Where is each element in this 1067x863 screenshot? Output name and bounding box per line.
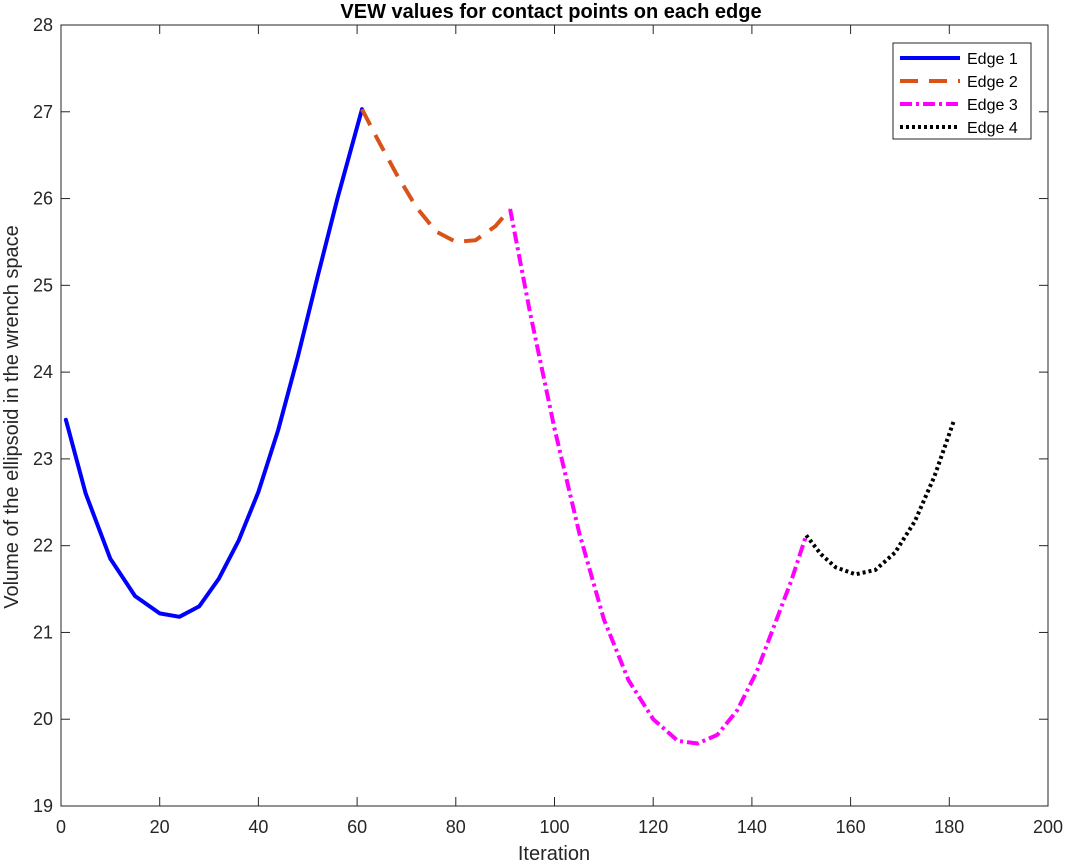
legend-label-edge-1: Edge 1 [967, 51, 1018, 68]
y-tick-label: 24 [33, 362, 53, 382]
y-tick-label: 26 [33, 189, 53, 209]
x-tick-label: 180 [934, 817, 964, 837]
series-line-edge-3 [508, 208, 809, 746]
x-tick-label: 80 [446, 817, 466, 837]
x-tick-label: 0 [56, 817, 66, 837]
x-tick-label: 60 [347, 817, 367, 837]
y-tick-label: 22 [33, 536, 53, 556]
plot-area [61, 25, 1048, 806]
series-layer [63, 107, 957, 746]
chart-title: VEW values for contact points on each ed… [340, 1, 761, 23]
x-tick-label: 120 [638, 817, 668, 837]
y-tick-label: 21 [33, 622, 53, 642]
x-axis-label: Iteration [518, 843, 590, 863]
x-tick-label: 160 [836, 817, 866, 837]
x-tick-label: 140 [737, 817, 767, 837]
y-tick-label: 23 [33, 449, 53, 469]
series-line-edge-2 [360, 108, 512, 244]
x-tick-label: 100 [539, 817, 569, 837]
y-tick-label: 20 [33, 709, 53, 729]
legend-label-edge-4: Edge 4 [967, 120, 1018, 137]
x-tick-label: 200 [1033, 817, 1063, 837]
y-axis-label: Volume of the ellipsoid in the wrench sp… [1, 225, 23, 609]
series-line-edge-4 [804, 419, 957, 577]
y-tick-label: 19 [33, 796, 53, 816]
legend: Edge 1 Edge 2 Edge 3 Edge 4 [892, 42, 1032, 140]
legend-label-edge-2: Edge 2 [967, 74, 1018, 91]
y-tick-label: 27 [33, 102, 53, 122]
ticks-layer: 0 20 40 60 80 100 120 140 160 180 200 19 20 21 22 23 24 2… [33, 15, 1063, 837]
series-line-edge-1 [63, 107, 364, 619]
y-tick-label: 28 [33, 15, 53, 35]
x-tick-label: 20 [150, 817, 170, 837]
y-tick-label: 25 [33, 275, 53, 295]
x-tick-label: 40 [248, 817, 268, 837]
legend-label-edge-3: Edge 3 [967, 97, 1018, 114]
